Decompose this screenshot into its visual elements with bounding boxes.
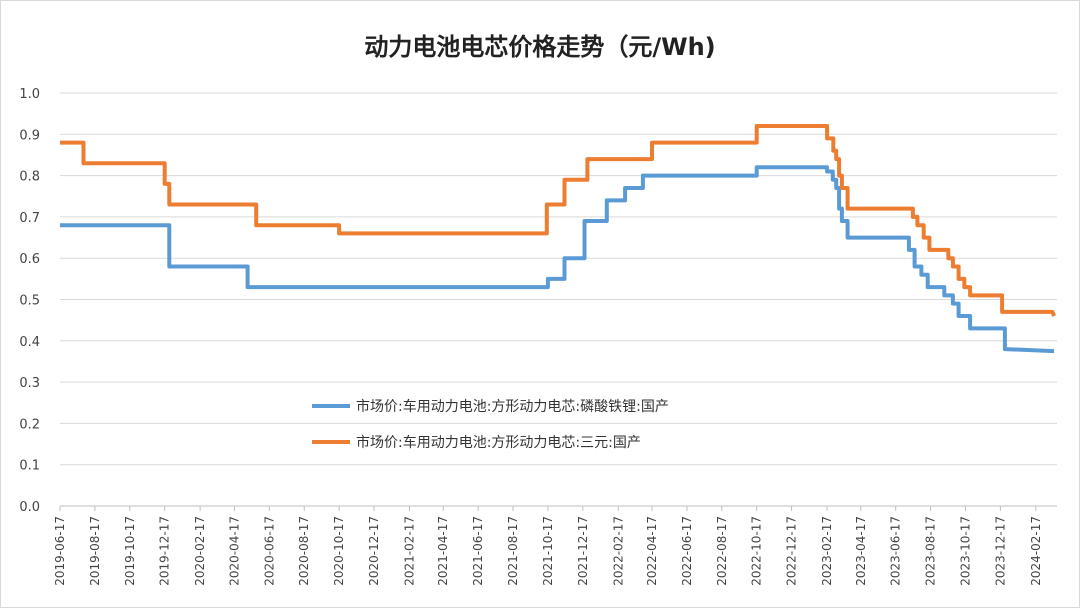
y-tick-label: 0.0 [19,500,40,515]
x-tick-label: 2021-02-17 [402,516,416,586]
x-axis-ticks: 2019-06-17 2019-08-17 2019-10-17 2019-12-17… [53,506,1043,586]
x-tick-label: 2022-12-17 [785,516,799,586]
y-tick-label: 0.8 [19,170,40,185]
x-tick-label: 2023-10-17 [958,516,972,586]
x-tick-label: 2021-04-17 [436,516,450,586]
y-tick-label: 1.0 [19,87,40,102]
legend-label-1: 市场价:车用动力电池:方形动力电芯:磷酸铁锂:国产 [356,398,669,415]
x-tick-label: 2022-02-17 [611,516,625,586]
x-tick-label: 2022-04-17 [645,516,659,586]
y-tick-label: 0.6 [19,252,40,267]
gridlines [60,92,1057,507]
x-tick-label: 2020-04-17 [227,516,241,586]
x-tick-label: 2019-08-17 [88,516,102,586]
x-tick-label: 2023-08-17 [924,516,938,586]
series-lines [60,124,1056,354]
x-tick-label: 2021-06-17 [471,516,485,586]
y-tick-label: 0.7 [19,211,40,226]
y-tick-label: 0.3 [19,376,40,391]
x-tick-label: 2023-06-17 [889,516,903,586]
x-tick-label: 2022-08-17 [715,516,729,586]
x-tick-label: 2021-08-17 [506,516,520,586]
x-tick-label: 2022-10-17 [750,516,764,586]
legend-label-2: 市场价:车用动力电池:方形动力电芯:三元:国产 [356,434,641,451]
x-tick-label: 2020-12-17 [367,516,381,586]
x-tick-label: 2019-12-17 [158,516,172,586]
x-tick-label: 2019-10-17 [123,516,137,586]
x-tick-label: 2021-12-17 [576,516,590,586]
x-tick-label: 2024-02-17 [1029,516,1043,586]
x-tick-label: 2019-06-17 [53,516,67,586]
y-tick-label: 0.9 [19,128,40,143]
y-tick-label: 0.1 [19,459,40,474]
y-axis-ticks: 0.0 0.1 0.2 0.3 0.4 0.5 0.6 0.7 0.8 0.9 1.0 [19,87,40,515]
x-tick-label: 2023-04-17 [854,516,868,586]
x-tick-label: 2020-06-17 [262,516,276,586]
y-tick-label: 0.4 [19,335,40,350]
legend: 市场价:车用动力电池:方形动力电芯:磷酸铁锂:国产市场价:车用动力电池:方形动力… [312,398,669,451]
x-tick-label: 2023-12-17 [993,516,1007,586]
x-tick-label: 2020-02-17 [193,516,207,586]
x-tick-label: 2021-10-17 [541,516,555,586]
series-line-2 [60,124,1056,317]
x-tick-label: 2022-06-17 [680,516,694,586]
series-line-1 [60,165,1055,354]
x-tick-label: 2020-08-17 [297,516,311,586]
x-tick-label: 2023-02-17 [820,516,834,586]
y-tick-label: 0.2 [19,417,40,432]
chart-title: 动力电池电芯价格走势（元/Wh) [364,33,715,61]
x-tick-label: 2020-10-17 [332,516,346,586]
y-tick-label: 0.5 [19,294,40,309]
